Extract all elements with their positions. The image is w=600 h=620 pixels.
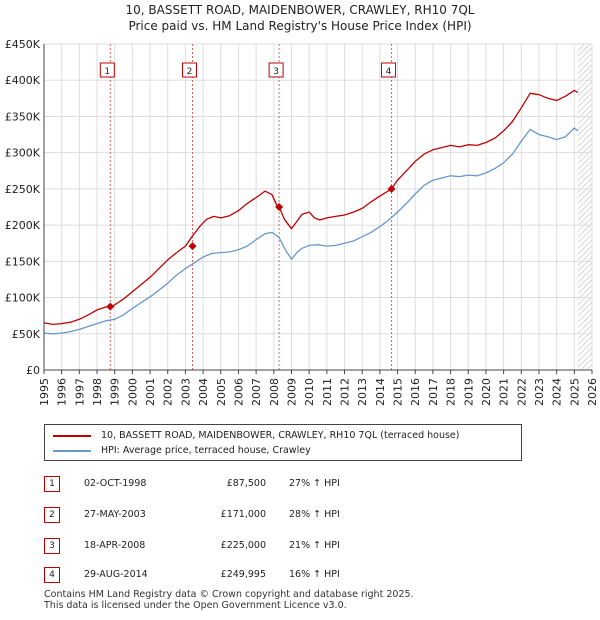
- footer-line-1: Contains HM Land Registry data © Crown c…: [44, 589, 414, 600]
- x-tick-label: 2022: [515, 378, 528, 406]
- x-tick-label: 2026: [586, 378, 599, 406]
- sale-number-label: 3: [273, 67, 279, 77]
- y-tick-label: £0: [26, 364, 40, 377]
- x-tick-label: 2012: [339, 378, 352, 406]
- sale-hpi-diff: 16% ↑ HPI: [289, 569, 340, 580]
- x-tick-label: 2017: [427, 378, 440, 406]
- hpi-series-line: [43, 127, 579, 335]
- sale-badge: 3: [44, 538, 60, 554]
- x-tick-label: 2007: [250, 378, 263, 406]
- x-tick-label: 2000: [126, 378, 139, 406]
- sale-date: 29-AUG-2014: [84, 569, 148, 580]
- x-tick-label: 2008: [268, 378, 281, 406]
- x-tick-label: 2004: [197, 378, 210, 406]
- x-tick-label: 1996: [56, 378, 69, 406]
- sale-badge: 1: [44, 476, 60, 492]
- sale-date: 27-MAY-2003: [84, 509, 146, 520]
- plot-background: [44, 44, 592, 370]
- footer-line-2: This data is licensed under the Open Gov…: [44, 600, 347, 611]
- x-tick-label: 2020: [480, 378, 493, 406]
- sale-number-label: 4: [386, 67, 392, 77]
- title-line-1: 10, BASSETT ROAD, MAIDENBOWER, CRAWLEY, …: [125, 3, 475, 17]
- y-tick-label: £150K: [5, 255, 41, 268]
- x-tick-label: 2018: [445, 378, 458, 406]
- x-tick-label: 2016: [409, 378, 422, 406]
- sale-number-box: [268, 62, 284, 78]
- property-series-line: [43, 89, 579, 326]
- x-tick-label: 2002: [162, 378, 175, 406]
- sale-point: [106, 302, 115, 311]
- sale-price: £225,000: [220, 540, 266, 551]
- sale-badge: 2: [44, 507, 60, 523]
- x-tick-label: 2003: [179, 378, 192, 406]
- sale-hpi-diff: 28% ↑ HPI: [289, 509, 340, 520]
- y-tick-label: £200K: [5, 219, 41, 232]
- legend-label-property: 10, BASSETT ROAD, MAIDENBOWER, CRAWLEY, …: [101, 430, 460, 441]
- footer-attribution: Contains HM Land Registry data © Crown c…: [44, 589, 414, 611]
- y-tick-label: £450K: [5, 38, 41, 51]
- sale-number-label: 1: [104, 67, 110, 77]
- legend-item-property: 10, BASSETT ROAD, MAIDENBOWER, CRAWLEY, …: [53, 429, 459, 443]
- x-tick-label: 2006: [232, 378, 245, 406]
- sale-date: 02-OCT-1998: [84, 478, 147, 489]
- chart-title: 10, BASSETT ROAD, MAIDENBOWER, CRAWLEY, …: [0, 2, 600, 34]
- sale-price: £171,000: [220, 509, 266, 520]
- y-tick-label: £50K: [12, 328, 41, 341]
- y-tick-label: £400K: [5, 74, 41, 87]
- sale-hpi-diff: 27% ↑ HPI: [289, 478, 340, 489]
- sale-hpi-diff: 21% ↑ HPI: [289, 540, 340, 551]
- sale-date: 18-APR-2008: [84, 540, 146, 551]
- x-tick-label: 2013: [356, 378, 369, 406]
- title-line-2: Price paid vs. HM Land Registry's House …: [128, 19, 472, 33]
- sale-price: £87,500: [226, 478, 266, 489]
- y-tick-label: £350K: [5, 110, 41, 123]
- legend-item-hpi: HPI: Average price, terraced house, Craw…: [53, 444, 311, 458]
- x-tick-label: 2024: [551, 378, 564, 406]
- sale-badge: 4: [44, 567, 60, 583]
- x-tick-label: 2011: [321, 378, 334, 406]
- legend-swatch-hpi: [53, 449, 91, 452]
- sale-point: [188, 242, 197, 251]
- future-hatch-region: [577, 44, 592, 370]
- x-tick-label: 1998: [91, 378, 104, 406]
- sale-point: [275, 203, 284, 211]
- sale-point: [387, 184, 396, 193]
- y-tick-label: £250K: [5, 183, 41, 196]
- legend-swatch-property: [53, 434, 91, 437]
- x-tick-label: 2014: [374, 378, 387, 406]
- chart-legend: 10, BASSETT ROAD, MAIDENBOWER, CRAWLEY, …: [44, 424, 522, 461]
- x-tick-label: 2005: [215, 378, 228, 406]
- x-tick-label: 2001: [144, 378, 157, 406]
- x-tick-label: 2021: [498, 378, 511, 406]
- sale-number-box: [99, 62, 115, 78]
- y-tick-label: £300K: [5, 147, 41, 160]
- x-tick-label: 2010: [303, 378, 316, 406]
- x-tick-label: 2009: [285, 378, 298, 406]
- x-tick-label: 2025: [568, 378, 581, 406]
- y-tick-label: £100K: [5, 292, 41, 305]
- x-tick-label: 2015: [392, 378, 405, 406]
- sale-number-box: [181, 62, 197, 78]
- x-tick-label: 2023: [533, 378, 546, 406]
- x-tick-label: 1999: [109, 378, 122, 406]
- x-tick-label: 2019: [462, 378, 475, 406]
- price-chart: £0 £50K £100K £150K £200K £250K £300K £350K £400…: [5, 38, 599, 406]
- x-tick-label: 1997: [73, 378, 86, 406]
- legend-label-hpi: HPI: Average price, terraced house, Craw…: [101, 445, 311, 456]
- sale-price: £249,995: [220, 569, 266, 580]
- sale-number-box: [381, 62, 397, 78]
- sale-number-label: 2: [187, 67, 193, 77]
- x-tick-label: 1995: [38, 378, 51, 406]
